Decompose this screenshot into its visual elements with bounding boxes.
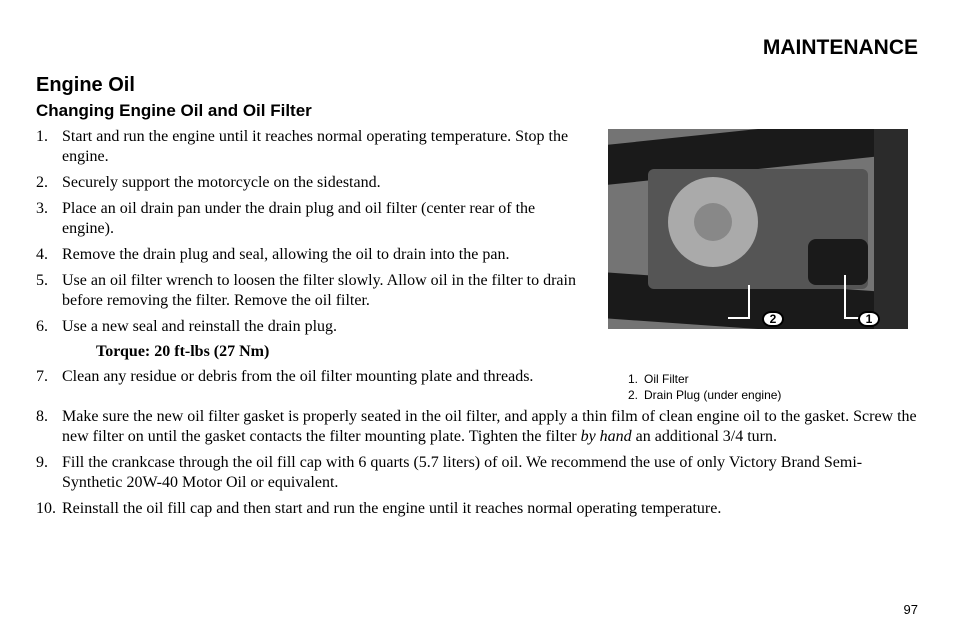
- step-3: Place an oil drain pan under the drain p…: [36, 199, 576, 239]
- legend-text: Drain Plug (under engine): [644, 387, 781, 403]
- callout-leader: [844, 275, 846, 319]
- steps-list: Start and run the engine until it reache…: [36, 127, 576, 337]
- step-10: Reinstall the oil fill cap and then star…: [36, 499, 918, 519]
- step-8-italic: by hand: [581, 428, 632, 445]
- figure: 1 2 1. Oil Filter 2. Drain Plug (under e…: [608, 129, 908, 403]
- step-7: Clean any residue or debris from the oil…: [36, 367, 576, 387]
- figure-legend: 1. Oil Filter 2. Drain Plug (under engin…: [628, 371, 908, 403]
- step-1: Start and run the engine until it reache…: [36, 127, 576, 167]
- step-8: Make sure the new oil filter gasket is p…: [36, 407, 918, 447]
- step-2: Securely support the motorcycle on the s…: [36, 173, 576, 193]
- steps-list-continued: Clean any residue or debris from the oil…: [36, 367, 576, 387]
- step-text: Remove the drain plug and seal, allowing…: [62, 245, 576, 265]
- two-column-layout: Start and run the engine until it reache…: [36, 127, 918, 403]
- figure-image: 1 2: [608, 129, 908, 329]
- step-6: Use a new seal and reinstall the drain p…: [36, 317, 576, 337]
- step-text: Use a new seal and reinstall the drain p…: [62, 317, 576, 337]
- chapter-title: MAINTENANCE: [763, 36, 918, 60]
- step-text: Start and run the engine until it reache…: [62, 127, 576, 167]
- step-text: Fill the crankcase through the oil fill …: [62, 453, 918, 493]
- step-text: Place an oil drain pan under the drain p…: [62, 199, 576, 239]
- step-text: Securely support the motorcycle on the s…: [62, 173, 576, 193]
- step-text: Make sure the new oil filter gasket is p…: [62, 407, 918, 447]
- step-text: Reinstall the oil fill cap and then star…: [62, 499, 918, 519]
- page: MAINTENANCE Engine Oil Changing Engine O…: [0, 0, 954, 627]
- step-9: Fill the crankcase through the oil fill …: [36, 453, 918, 493]
- callout-leader: [728, 317, 750, 319]
- step-text: Clean any residue or debris from the oil…: [62, 367, 576, 387]
- legend-num: 2.: [628, 387, 644, 403]
- subsection-title: Changing Engine Oil and Oil Filter: [36, 101, 918, 121]
- legend-item-2: 2. Drain Plug (under engine): [628, 387, 908, 403]
- callout-2: 2: [762, 311, 784, 327]
- step-5: Use an oil filter wrench to loosen the f…: [36, 271, 576, 311]
- step-8-post: an additional 3/4 turn.: [632, 428, 777, 445]
- right-column: 1 2 1. Oil Filter 2. Drain Plug (under e…: [608, 127, 918, 403]
- page-number: 97: [904, 602, 918, 617]
- callout-1: 1: [858, 311, 880, 327]
- legend-num: 1.: [628, 371, 644, 387]
- section-title: Engine Oil: [36, 74, 918, 97]
- steps-list-fullwidth: Make sure the new oil filter gasket is p…: [36, 407, 918, 519]
- step-text: Use an oil filter wrench to loosen the f…: [62, 271, 576, 311]
- legend-item-1: 1. Oil Filter: [628, 371, 908, 387]
- callout-leader: [748, 285, 750, 319]
- left-column: Start and run the engine until it reache…: [36, 127, 576, 403]
- legend-text: Oil Filter: [644, 371, 689, 387]
- step-4: Remove the drain plug and seal, allowing…: [36, 245, 576, 265]
- step-8-pre: Make sure the new oil filter gasket is p…: [62, 408, 917, 445]
- torque-spec: Torque: 20 ft-lbs (27 Nm): [96, 343, 576, 361]
